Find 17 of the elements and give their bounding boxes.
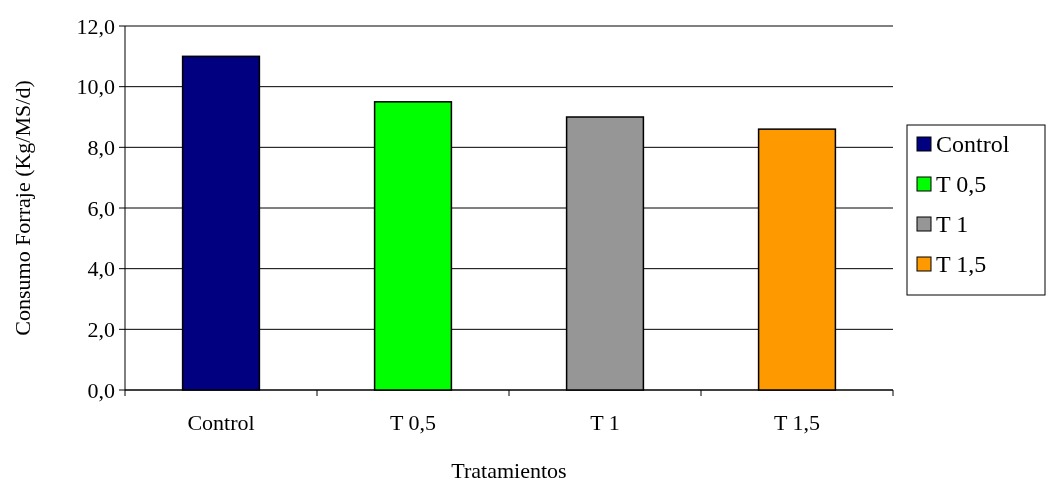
y-tick-label: 6,0 bbox=[87, 195, 115, 221]
y-tick-label: 12,0 bbox=[76, 13, 115, 39]
x-tick-label: T 0,5 bbox=[389, 410, 437, 435]
y-tick-label: 10,0 bbox=[76, 74, 115, 100]
y-tick-label: 2,0 bbox=[87, 317, 115, 343]
legend-label: T 1 bbox=[936, 211, 969, 238]
y-tick-label: 4,0 bbox=[87, 256, 115, 282]
x-tick-label: T 1 bbox=[590, 410, 620, 435]
x-axis-title: Tratamientos bbox=[451, 458, 567, 483]
y-tick-label: 8,0 bbox=[87, 135, 115, 161]
y-axis-title: Consumo Forraje (Kg/MS/d) bbox=[10, 80, 35, 336]
legend-label: T 1,5 bbox=[936, 251, 987, 278]
x-tick-label: Control bbox=[187, 410, 255, 435]
legend-label: T 0,5 bbox=[936, 171, 987, 198]
legend-label: Control bbox=[936, 131, 1010, 158]
y-tick-label: 0,0 bbox=[87, 377, 115, 403]
x-tick-label: T 1,5 bbox=[773, 410, 821, 435]
